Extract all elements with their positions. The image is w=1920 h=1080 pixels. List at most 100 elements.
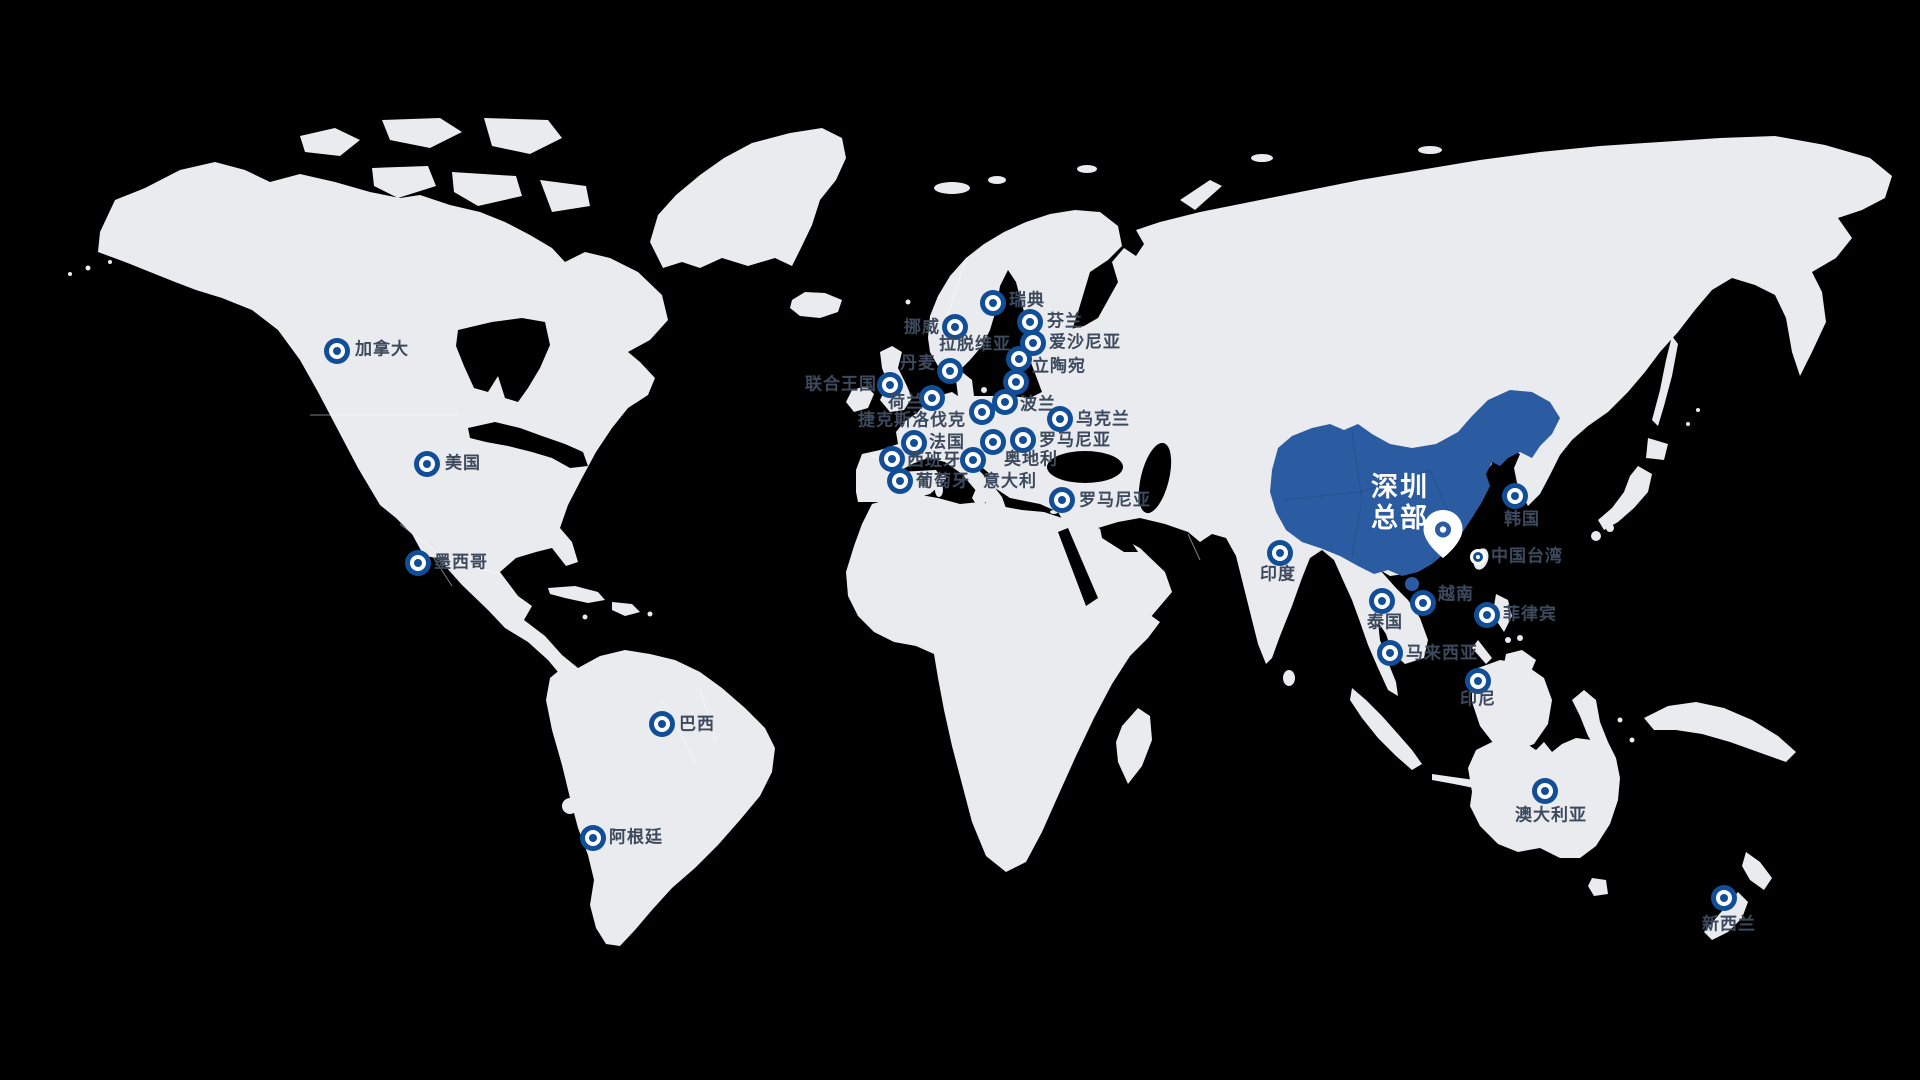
location-label-czechoslovakia: 捷克斯洛伐克 (858, 410, 966, 431)
marker-core (928, 394, 936, 402)
location-marker-spain[interactable] (879, 446, 905, 472)
location-label-india: 印度 (1260, 564, 1296, 585)
location-marker-vietnam[interactable] (1410, 590, 1436, 616)
marker-core (989, 438, 997, 446)
marker-core (1001, 398, 1009, 406)
location-marker-italy[interactable] (960, 447, 986, 473)
marker-core (589, 834, 597, 842)
marker-core (951, 323, 959, 331)
location-marker-south-korea[interactable] (1502, 483, 1528, 509)
headquarters-label-line1: 深圳 (1371, 472, 1429, 503)
location-label-estonia: 爱沙尼亚 (1049, 332, 1121, 353)
region-eurasia (856, 136, 1892, 696)
marker-core (1720, 894, 1728, 902)
location-label-poland: 波兰 (1020, 394, 1056, 415)
location-marker-mexico[interactable] (405, 550, 431, 576)
location-label-ukraine: 乌克兰 (1076, 409, 1130, 430)
location-label-sweden: 瑞典 (1009, 290, 1045, 311)
location-label-south-korea: 韩国 (1504, 509, 1540, 530)
location-label-malaysia: 马来西亚 (1406, 643, 1478, 664)
marker-core (1474, 677, 1482, 685)
location-marker-ukraine[interactable] (1047, 406, 1073, 432)
marker-core (910, 439, 918, 447)
location-marker-lithuania[interactable] (1003, 369, 1029, 395)
location-label-austria: 奥地利 (1004, 449, 1058, 470)
location-marker-usa[interactable] (414, 451, 440, 477)
location-label-argentina: 阿根廷 (609, 827, 663, 848)
location-label-usa: 美国 (445, 453, 481, 474)
marker-core (1012, 378, 1020, 386)
location-marker-czechoslovakia[interactable] (969, 399, 995, 425)
location-marker-romania-north[interactable] (1010, 427, 1036, 453)
location-marker-indonesia[interactable] (1465, 668, 1491, 694)
location-label-united-kingdom: 联合王国 (805, 374, 877, 395)
region-new-zealand (1742, 852, 1772, 890)
region-madagascar (1116, 708, 1152, 784)
marker-core (1386, 649, 1394, 657)
persian-gulf (1100, 528, 1138, 552)
location-label-indonesia: 印尼 (1460, 689, 1496, 710)
location-marker-thailand[interactable] (1369, 588, 1395, 614)
headquarters-label: 深圳 总部 (1371, 472, 1429, 534)
marker-core (888, 455, 896, 463)
location-marker-new-zealand[interactable] (1711, 885, 1737, 911)
marker-core (1019, 436, 1027, 444)
location-marker-france[interactable] (901, 430, 927, 456)
location-label-thailand: 泰国 (1367, 612, 1403, 633)
great-lakes (468, 422, 588, 468)
location-marker-netherlands[interactable] (919, 385, 945, 411)
location-marker-romania-south[interactable] (1049, 487, 1075, 513)
location-marker-sweden[interactable] (980, 290, 1006, 316)
location-marker-united-kingdom[interactable] (877, 372, 903, 398)
location-label-norway: 挪威 (904, 317, 940, 338)
marker-core (946, 367, 954, 375)
region-scandinavia (928, 210, 1122, 374)
region-japan (1646, 438, 1668, 460)
location-marker-norway[interactable] (942, 314, 968, 340)
location-label-new-zealand: 新西兰 (1702, 914, 1756, 935)
location-label-latvia: 拉脱维亚 (939, 334, 1011, 355)
location-marker-poland[interactable] (992, 389, 1018, 415)
headquarters-pin[interactable] (1422, 509, 1464, 563)
region-south-america (546, 650, 775, 946)
location-label-brazil: 巴西 (679, 714, 715, 735)
location-marker-canada[interactable] (324, 338, 350, 364)
location-marker-india[interactable] (1267, 540, 1293, 566)
marker-core (1029, 339, 1037, 347)
marker-core (1276, 549, 1284, 557)
marker-core (1511, 492, 1519, 500)
black-sea (1047, 451, 1123, 483)
marker-core (896, 477, 904, 485)
location-marker-malaysia[interactable] (1377, 640, 1403, 666)
location-label-lithuania: 立陶宛 (1032, 356, 1086, 377)
region-borneo (1472, 660, 1552, 752)
location-label-romania-south: 罗马尼亚 (1079, 490, 1151, 511)
region-sumatra (1350, 688, 1422, 770)
hudson-bay (456, 318, 550, 402)
marker-core (1026, 318, 1034, 326)
location-label-finland: 芬兰 (1047, 311, 1083, 332)
location-label-portugal: 葡萄牙 (916, 471, 970, 492)
region-philippines (1494, 594, 1512, 632)
location-marker-argentina[interactable] (580, 825, 606, 851)
location-marker-brazil[interactable] (649, 711, 675, 737)
marker-core (414, 559, 422, 567)
location-marker-taiwan-china[interactable] (1470, 549, 1486, 565)
location-marker-australia[interactable] (1532, 778, 1558, 804)
headquarters-label-line2: 总部 (1371, 503, 1429, 534)
location-label-italy: 意大利 (983, 471, 1037, 492)
region-tasmania (1588, 878, 1608, 896)
location-marker-latvia[interactable] (1006, 346, 1032, 372)
marker-core (423, 460, 431, 468)
location-label-canada: 加拿大 (355, 339, 409, 360)
location-marker-austria[interactable] (980, 429, 1006, 455)
region-hainan (1405, 577, 1419, 591)
location-marker-philippines[interactable] (1474, 602, 1500, 628)
marker-core (333, 347, 341, 355)
location-label-denmark: 丹麦 (900, 353, 936, 374)
marker-core (1476, 555, 1480, 559)
region-ireland (846, 386, 874, 412)
location-marker-portugal[interactable] (887, 468, 913, 494)
location-marker-denmark[interactable] (937, 358, 963, 384)
